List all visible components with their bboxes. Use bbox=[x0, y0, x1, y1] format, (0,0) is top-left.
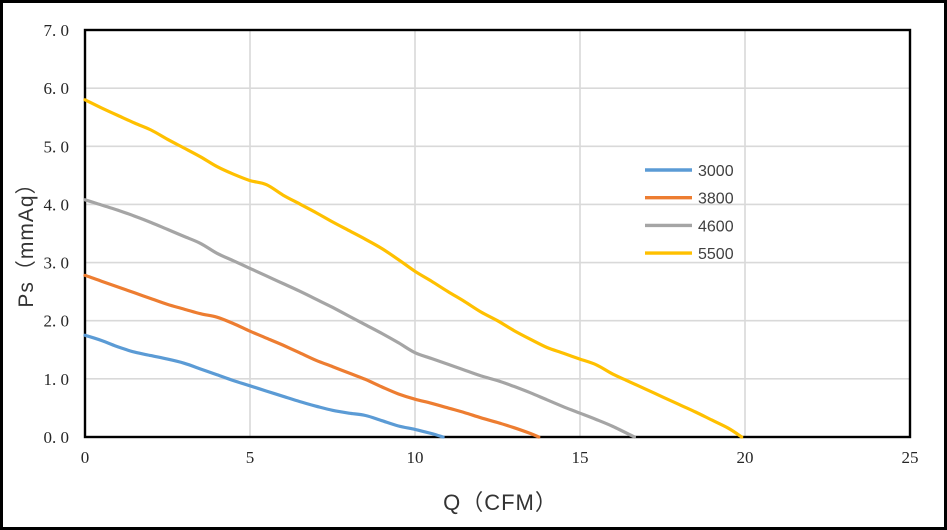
series-line-4600 bbox=[83, 198, 636, 439]
y-tick-label: 3. 0 bbox=[44, 254, 70, 273]
x-tick-label: 15 bbox=[572, 448, 589, 467]
y-tick-label: 4. 0 bbox=[44, 195, 70, 214]
legend-label-4600: 4600 bbox=[698, 218, 734, 235]
y-tick-label: 2. 0 bbox=[44, 312, 70, 331]
x-axis-title: Q（CFM） bbox=[443, 490, 558, 515]
y-tick-label: 0. 0 bbox=[44, 428, 70, 447]
x-tick-label: 0 bbox=[81, 448, 90, 467]
y-tick-label: 6. 0 bbox=[44, 79, 70, 98]
x-tick-label: 10 bbox=[407, 448, 424, 467]
series-line-3800 bbox=[83, 273, 541, 439]
legend-label-3000: 3000 bbox=[698, 163, 734, 180]
legend-label-3800: 3800 bbox=[698, 191, 734, 208]
y-axis-title: Ps（mmAq） bbox=[15, 172, 38, 308]
y-tick-label: 7. 0 bbox=[44, 21, 70, 40]
legend-label-5500: 5500 bbox=[698, 246, 734, 263]
x-tick-label: 5 bbox=[246, 448, 255, 467]
x-tick-label: 20 bbox=[737, 448, 754, 467]
y-tick-label: 5. 0 bbox=[44, 137, 70, 156]
series-line-3000 bbox=[83, 333, 445, 439]
plot-area-svg: 0. 0 1. 0 2. 0 3. 0 4. 0 5. 0 6. 0 7. 0 0 5 10 15 20… bbox=[44, 21, 919, 467]
plot-border bbox=[83, 28, 912, 439]
y-tick-label: 1. 0 bbox=[44, 370, 70, 389]
series-line-5500 bbox=[83, 98, 744, 439]
x-tick-label: 25 bbox=[902, 448, 919, 467]
